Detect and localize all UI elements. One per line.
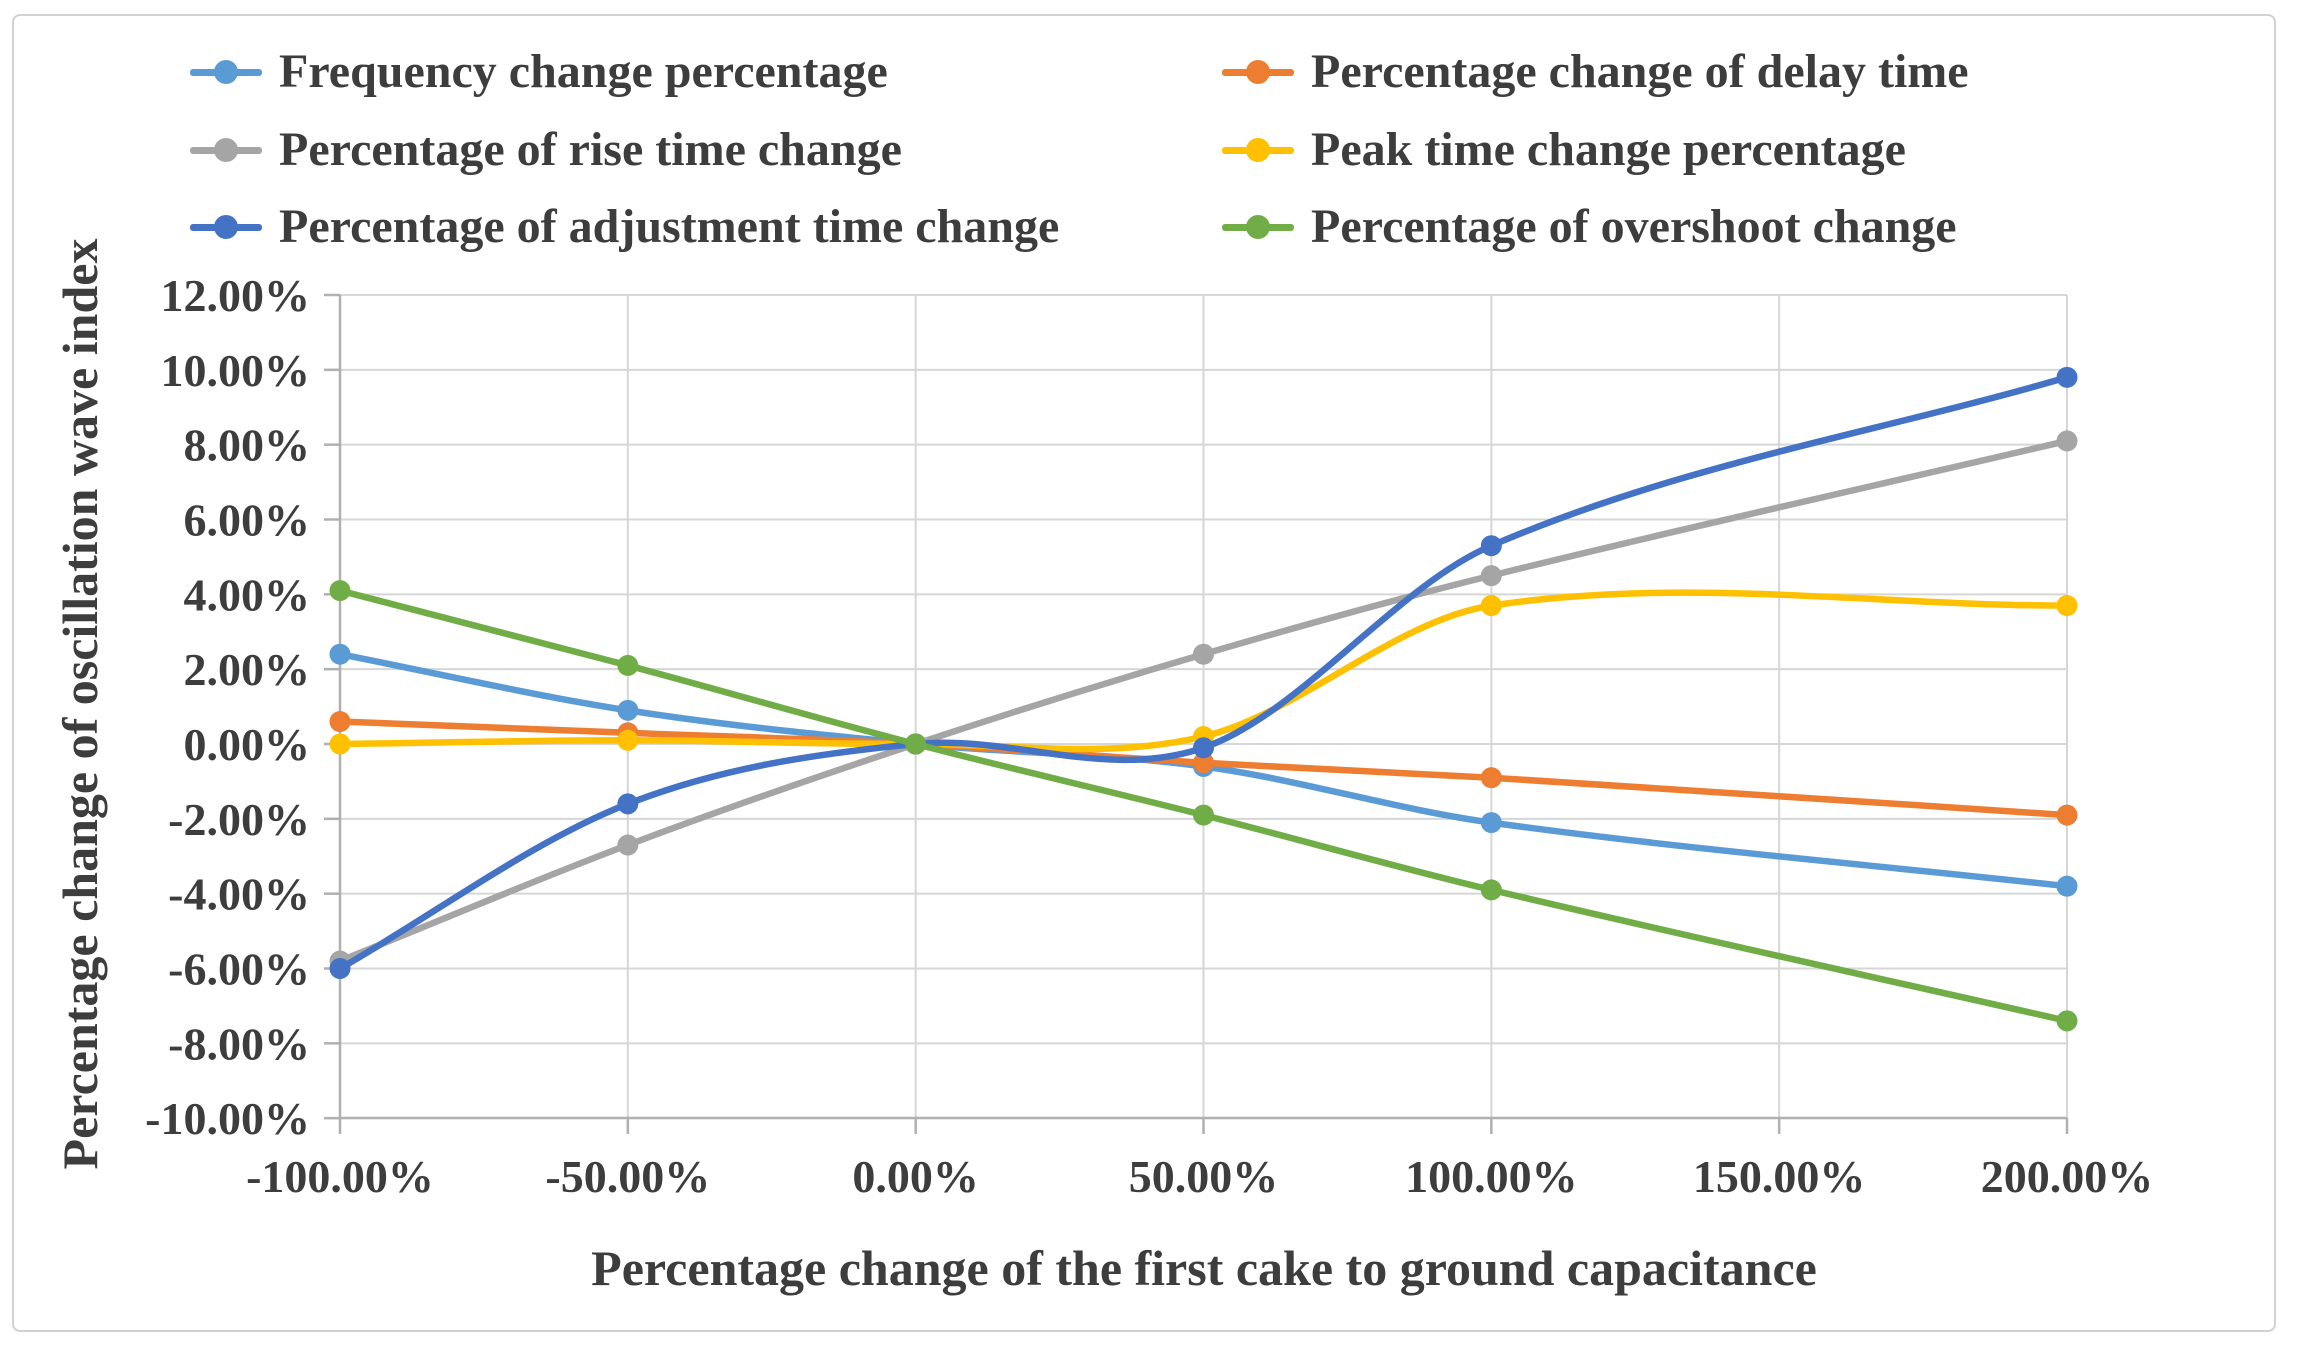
series-line-5 (329, 580, 2078, 1032)
y-axis-title: Percentage change of oscillation wave in… (52, 238, 108, 1170)
data-point (2056, 804, 2078, 826)
y-tick-label: 10.00% (161, 345, 311, 396)
x-tick-label: 200.00% (1981, 1151, 2154, 1202)
y-tick-label: -2.00% (168, 794, 310, 845)
legend-label: Peak time change percentage (1311, 123, 1906, 176)
legend-marker (190, 137, 262, 163)
legend-item: Frequency change percentage (190, 44, 888, 100)
y-tick-label: 6.00% (184, 495, 311, 546)
legend-label: Percentage change of delay time (1311, 45, 1969, 98)
axes-and-ticks (324, 293, 2069, 1134)
data-point (1480, 595, 1502, 617)
y-tick-label: -4.00% (168, 869, 310, 920)
y-tick-label: 12.00% (161, 270, 311, 321)
legend-item: Percentage of overshoot change (1222, 199, 1957, 255)
data-point (617, 699, 639, 721)
data-point (1193, 643, 1214, 665)
data-point (1193, 804, 1214, 826)
legend-label: Percentage of adjustment time change (279, 200, 1060, 253)
y-tick-label: 0.00% (184, 719, 311, 770)
tick-labels: 12.00% 10.00% 8.00% 6.00% 4.00% 2.00% 0.00% -2.… (145, 270, 2153, 1202)
y-tick-label: 2.00% (184, 644, 311, 695)
data-point (1480, 535, 1502, 557)
legend-marker (1222, 214, 1294, 240)
legend-marker (1222, 59, 1294, 85)
data-point (1480, 812, 1502, 834)
x-tick-label: 100.00% (1405, 1151, 1578, 1202)
x-tick-label: 150.00% (1693, 1151, 1866, 1202)
y-tick-label: -6.00% (168, 944, 310, 995)
legend-marker (190, 59, 262, 85)
y-tick-label: -10.00% (145, 1093, 310, 1144)
data-point (329, 580, 351, 602)
data-point (329, 733, 351, 755)
data-point (905, 733, 927, 755)
data-point (1480, 767, 1502, 789)
data-point (329, 711, 351, 733)
series-line-3 (329, 589, 2078, 755)
data-point (617, 654, 639, 676)
data-point (2056, 875, 2078, 897)
y-tick-label: -8.00% (168, 1018, 310, 1069)
legend-item: Percentage of rise time change (190, 122, 902, 178)
x-axis-title: Percentage change of the first cake to g… (591, 1240, 1817, 1296)
data-point (1193, 752, 1214, 774)
data-point (617, 793, 639, 815)
legend-item: Percentage of adjustment time change (190, 199, 1059, 255)
legend-label: Percentage of overshoot change (1311, 200, 1957, 253)
legend-label: Percentage of rise time change (279, 123, 902, 176)
legend-item: Peak time change percentage (1222, 122, 1906, 178)
data-point (617, 729, 639, 751)
y-tick-label: 8.00% (184, 420, 311, 471)
data-point (1480, 879, 1502, 901)
x-tick-label: -50.00% (545, 1151, 710, 1202)
y-tick-label: 4.00% (184, 569, 311, 620)
legend-marker (190, 214, 262, 240)
data-point (1480, 565, 1502, 587)
data-point (1193, 737, 1214, 759)
data-point (329, 643, 351, 665)
data-point (2056, 366, 2078, 388)
data-point (2056, 595, 2078, 617)
x-tick-label: -100.00% (246, 1151, 434, 1202)
series-line-4 (329, 366, 2078, 979)
data-point (2056, 430, 2078, 452)
legend-label: Frequency change percentage (279, 45, 888, 98)
data-point (2056, 1010, 2078, 1032)
data-point (617, 834, 639, 856)
legend-marker (1222, 137, 1294, 163)
x-tick-label: 50.00% (1129, 1151, 1279, 1202)
data-point (329, 958, 351, 979)
legend-item: Percentage change of delay time (1222, 44, 1969, 100)
x-tick-label: 0.00% (852, 1151, 979, 1202)
